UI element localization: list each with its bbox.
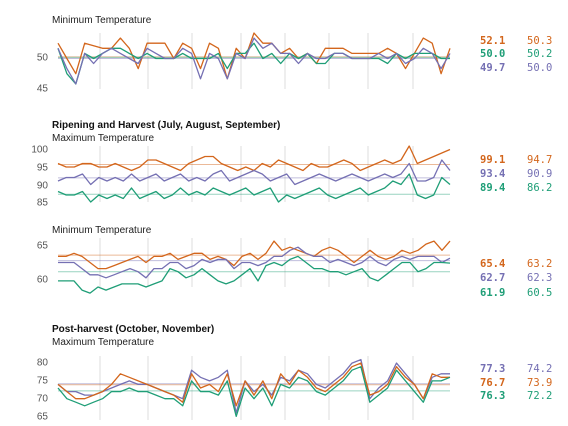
y-tick-label: 50 [37, 53, 49, 64]
series-line [57, 173, 451, 203]
series-reference-label: 62.3 [527, 272, 552, 284]
panel-title: Minimum Temperature [52, 15, 152, 26]
panel-title: Maximum Temperature [52, 337, 155, 348]
y-tick-label: 45 [37, 84, 49, 95]
series-reference-label: 90.9 [527, 168, 552, 180]
series-value-label: 76.7 [480, 377, 505, 389]
series-line [57, 42, 450, 85]
series-reference-label: 50.3 [527, 35, 552, 47]
panel-title: Maximum Temperature [52, 133, 155, 144]
series-value-label: 93.4 [480, 168, 505, 180]
series-value-label: 65.4 [480, 258, 505, 270]
series-value-label: 77.3 [480, 363, 505, 375]
series-value-label: 50.0 [480, 48, 505, 60]
series-reference-label: 73.9 [527, 377, 552, 389]
series-reference-label: 50.2 [527, 48, 552, 60]
series-line [57, 37, 451, 85]
series-reference-label: 72.2 [527, 390, 552, 402]
series-reference-label: 63.2 [527, 258, 552, 270]
y-tick-label: 65 [37, 412, 49, 423]
y-tick-label: 100 [31, 145, 48, 156]
section-title: Ripening and Harvest (July, August, Sept… [52, 120, 280, 131]
y-tick-label: 75 [37, 376, 49, 387]
series-value-label: 89.4 [480, 182, 505, 194]
series-reference-label: 86.2 [527, 182, 552, 194]
series-line [58, 240, 451, 270]
series-line [58, 255, 451, 294]
y-tick-label: 65 [37, 241, 49, 252]
series-line [57, 366, 451, 418]
series-value-label: 99.1 [480, 154, 505, 166]
y-tick-label: 90 [37, 181, 49, 192]
series-line [57, 159, 451, 186]
series-reference-label: 74.2 [527, 363, 552, 375]
series-line [57, 145, 451, 172]
section-title: Post-harvest (October, November) [52, 324, 214, 335]
series-value-label: 62.7 [480, 272, 505, 284]
series-line [58, 246, 451, 279]
y-tick-label: 70 [37, 394, 49, 405]
series-line [57, 32, 451, 80]
series-line [57, 358, 450, 414]
y-tick-label: 95 [37, 163, 49, 174]
series-value-label: 76.3 [480, 390, 505, 402]
series-reference-label: 94.7 [527, 154, 552, 166]
panel-title: Minimum Temperature [52, 225, 152, 236]
series-value-label: 61.9 [480, 287, 505, 299]
y-tick-label: 60 [37, 275, 49, 286]
series-line [57, 362, 450, 407]
series-reference-label: 60.5 [527, 287, 552, 299]
y-tick-label: 85 [37, 198, 49, 209]
series-reference-label: 50.0 [527, 62, 552, 74]
y-tick-label: 80 [37, 358, 49, 369]
series-value-label: 49.7 [480, 62, 505, 74]
series-value-label: 52.1 [480, 35, 505, 47]
